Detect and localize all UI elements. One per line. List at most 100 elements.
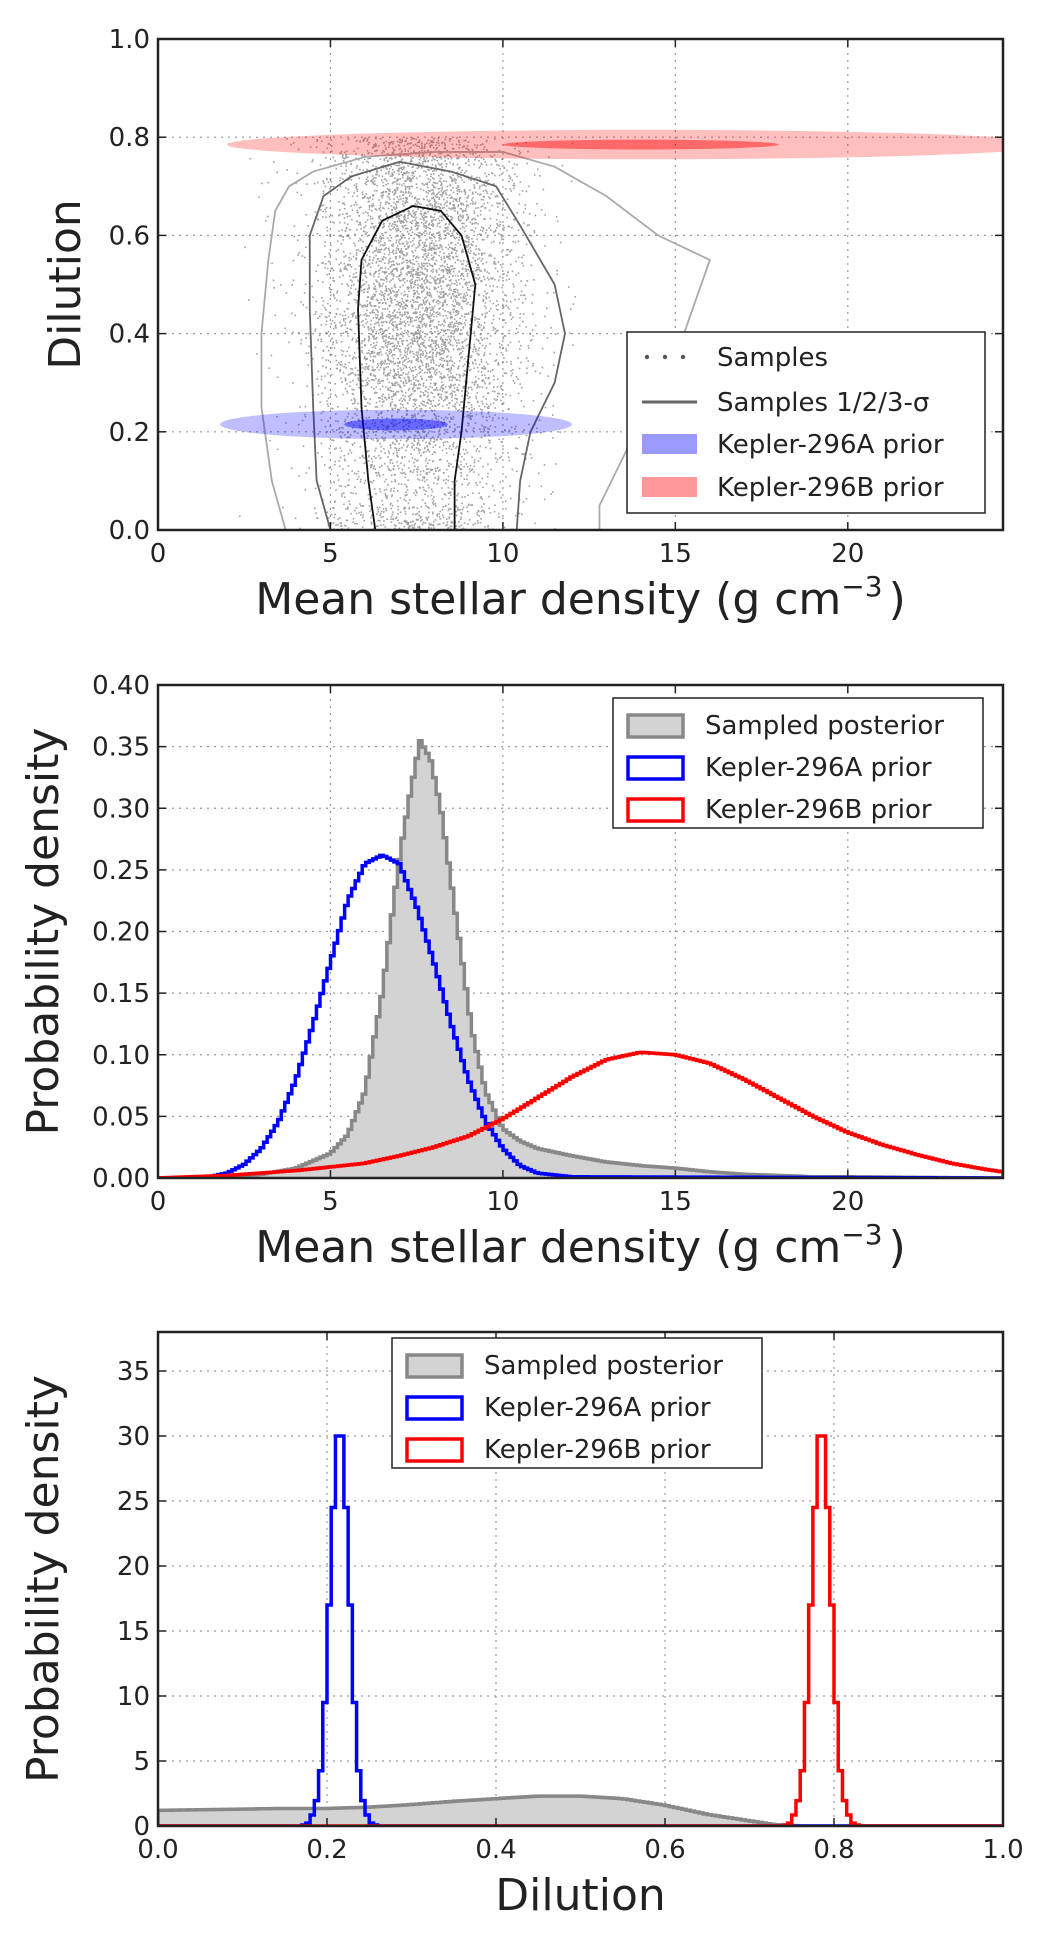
sample-point [377, 314, 379, 316]
sample-point [415, 447, 418, 449]
sample-point [426, 294, 429, 296]
sample-point [390, 264, 393, 266]
sample-point [422, 486, 425, 489]
sample-point [433, 438, 436, 440]
sample-point [496, 458, 499, 461]
sample-point [494, 360, 497, 362]
sample-point [454, 325, 457, 328]
sample-point [442, 383, 445, 386]
sample-point [484, 185, 487, 187]
sample-point [432, 170, 434, 172]
sample-point [537, 472, 540, 475]
sample-point [425, 301, 428, 304]
sample-point [502, 238, 505, 241]
sample-point [392, 278, 394, 280]
sample-point [456, 397, 458, 400]
sample-point [408, 260, 410, 263]
sample-point [395, 337, 398, 339]
sample-point [392, 468, 395, 471]
sample-point [516, 212, 519, 214]
sample-point [382, 346, 385, 349]
sample-point [507, 452, 509, 454]
sample-point [444, 441, 446, 443]
sample-point [385, 183, 387, 186]
sample-point [443, 180, 445, 183]
sample-point [477, 206, 480, 209]
sample-point [431, 197, 433, 200]
sample-point [470, 310, 472, 313]
sample-point [339, 179, 341, 182]
sample-point [451, 392, 453, 394]
sample-point [439, 280, 441, 283]
sample-point [394, 377, 397, 379]
sample-point [403, 294, 405, 297]
sample-point [409, 205, 412, 207]
sample-point [448, 341, 451, 344]
sample-point [525, 357, 528, 359]
sample-point [469, 270, 472, 273]
sample-point [466, 422, 469, 424]
sample-point [426, 473, 428, 476]
sample-point [423, 184, 425, 186]
sample-point [406, 321, 409, 323]
sample-point [344, 418, 347, 421]
sample-point [407, 209, 410, 212]
sample-point [447, 310, 449, 313]
sample-point [425, 323, 428, 326]
sample-point [394, 525, 397, 527]
sample-point [439, 296, 441, 299]
sample-point [443, 493, 446, 495]
sample-point [383, 225, 385, 227]
sample-point [505, 294, 507, 297]
sample-point [428, 181, 431, 183]
sample-point [380, 294, 383, 297]
sample-point [448, 288, 450, 291]
sample-point [367, 212, 369, 214]
sample-point [569, 332, 571, 335]
sample-point [436, 196, 438, 199]
sample-point [367, 435, 369, 437]
sample-point [448, 513, 451, 515]
sample-point [481, 415, 484, 418]
sample-point [351, 443, 354, 446]
sample-point [450, 416, 452, 419]
sample-point [371, 295, 374, 298]
sample-point [450, 383, 452, 386]
sample-point [425, 504, 427, 507]
sample-point [398, 138, 401, 141]
sample-point [398, 308, 400, 311]
sample-point [421, 499, 424, 501]
sample-point [510, 426, 513, 429]
sample-point [460, 456, 463, 458]
sample-point [378, 473, 380, 476]
sample-point [453, 236, 455, 239]
sample-point [511, 270, 514, 273]
sample-point [385, 336, 388, 338]
sample-point [394, 354, 396, 356]
sample-point [438, 198, 441, 201]
sample-point [360, 228, 362, 230]
sample-point [438, 399, 440, 402]
sample-point [379, 328, 382, 331]
sample-point [374, 287, 377, 290]
sample-point [478, 323, 480, 326]
sample-point [410, 332, 413, 334]
sample-point [456, 325, 459, 328]
sample-point [320, 442, 323, 445]
sample-point [559, 431, 562, 433]
sample-point [470, 229, 472, 232]
sample-point [358, 177, 361, 180]
sample-point [336, 367, 338, 370]
sample-point [471, 203, 474, 205]
sample-point [523, 405, 525, 408]
sample-point [421, 145, 423, 147]
sample-point [503, 372, 506, 375]
sample-point [357, 290, 360, 293]
sample-point [442, 290, 445, 293]
sample-point [418, 236, 421, 239]
sample-point [320, 313, 323, 315]
sample-point [559, 241, 562, 244]
sample-point [404, 359, 406, 361]
sample-point [526, 279, 529, 282]
sample-point [365, 281, 368, 283]
